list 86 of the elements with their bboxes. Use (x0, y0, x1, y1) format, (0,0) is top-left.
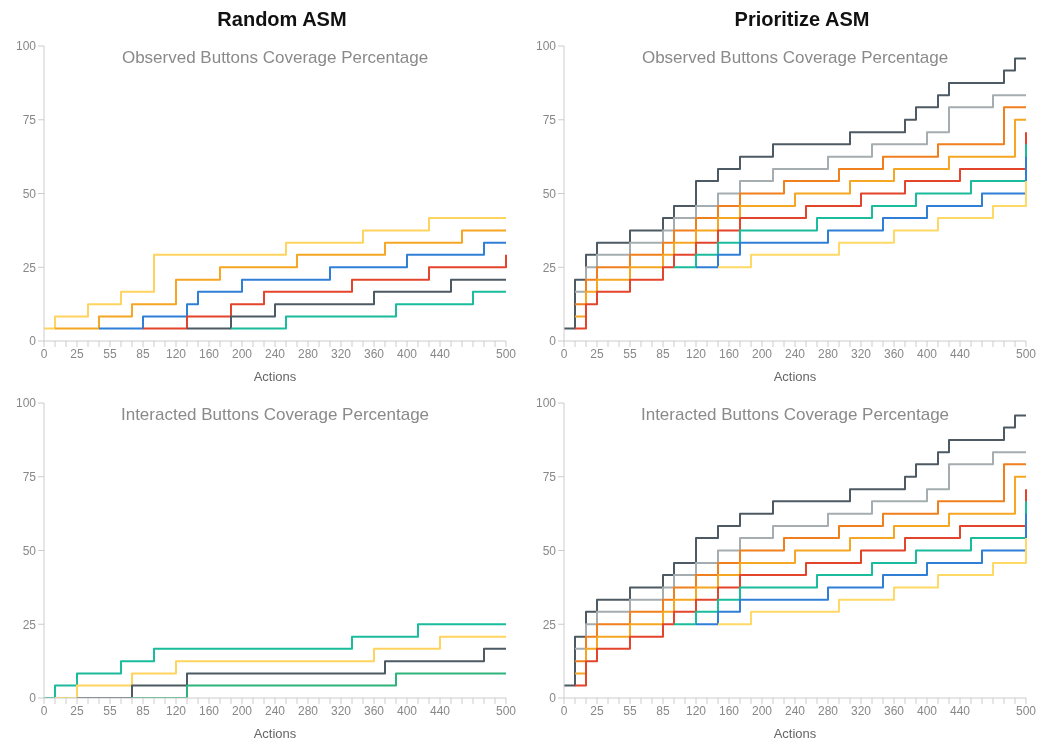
y-tick-label: 25 (22, 260, 37, 275)
y-tick-label: 75 (542, 470, 557, 485)
y-tick-label: 75 (22, 113, 37, 128)
x-tick-label: 360 (363, 703, 385, 718)
x-tick-label: 440 (429, 703, 451, 718)
x-tick-label: 440 (429, 346, 451, 361)
y-tick-label: 100 (535, 39, 557, 54)
x-tick-label: 500 (495, 346, 517, 361)
x-tick-label: 25 (70, 703, 84, 718)
x-tick-label: 440 (949, 346, 971, 361)
x-tick-label: 240 (784, 703, 806, 718)
y-tick-label: 50 (22, 543, 37, 558)
x-axis-title: Actions (253, 726, 297, 741)
y-tick-label: 75 (22, 470, 37, 485)
y-tick-label: 0 (549, 691, 557, 706)
x-tick-label: 55 (103, 346, 117, 361)
y-tick-label: 100 (535, 396, 557, 411)
y-tick-label: 50 (542, 543, 557, 558)
x-tick-label: 0 (40, 346, 48, 361)
x-tick-label: 240 (264, 703, 286, 718)
x-tick-label: 25 (590, 703, 604, 718)
x-tick-label: 240 (784, 346, 806, 361)
x-tick-label: 55 (103, 703, 117, 718)
x-tick-label: 120 (165, 346, 187, 361)
x-tick-label: 85 (136, 346, 150, 361)
x-tick-label: 320 (330, 346, 352, 361)
x-tick-label: 85 (656, 703, 670, 718)
x-tick-label: 280 (297, 703, 319, 718)
x-tick-label: 85 (136, 703, 150, 718)
x-tick-label: 0 (560, 703, 568, 718)
y-tick-label: 100 (15, 39, 37, 54)
x-tick-label: 320 (850, 703, 872, 718)
x-tick-label: 0 (40, 703, 48, 718)
x-tick-label: 25 (70, 346, 84, 361)
x-tick-label: 120 (685, 346, 707, 361)
x-tick-label: 500 (495, 703, 517, 718)
x-axis-title: Actions (773, 726, 817, 741)
y-tick-label: 50 (22, 186, 37, 201)
y-tick-label: 25 (22, 617, 37, 632)
y-tick-label: 0 (549, 334, 557, 349)
x-tick-label: 500 (1015, 703, 1037, 718)
x-tick-label: 360 (883, 346, 905, 361)
x-tick-label: 400 (396, 346, 418, 361)
x-tick-label: 160 (718, 346, 740, 361)
x-tick-label: 160 (718, 703, 740, 718)
x-axis-title: Actions (773, 369, 817, 384)
x-axis-title: Actions (253, 369, 297, 384)
x-tick-label: 360 (883, 703, 905, 718)
x-tick-label: 280 (817, 346, 839, 361)
chart-subtitle: Interacted Buttons Coverage Percentage (119, 405, 431, 425)
y-tick-label: 25 (542, 260, 557, 275)
x-tick-label: 160 (198, 703, 220, 718)
x-tick-label: 160 (198, 346, 220, 361)
x-tick-label: 280 (297, 346, 319, 361)
x-tick-label: 200 (231, 346, 253, 361)
x-tick-label: 360 (363, 346, 385, 361)
x-tick-label: 25 (590, 346, 604, 361)
y-tick-label: 50 (542, 186, 557, 201)
y-tick-label: 100 (15, 396, 37, 411)
y-tick-label: 75 (542, 113, 557, 128)
x-tick-label: 120 (165, 703, 187, 718)
x-tick-label: 200 (751, 346, 773, 361)
x-tick-label: 200 (231, 703, 253, 718)
x-tick-label: 500 (1015, 346, 1037, 361)
x-tick-label: 0 (560, 346, 568, 361)
y-tick-label: 0 (29, 334, 37, 349)
chart-subtitle: Observed Buttons Coverage Percentage (640, 48, 950, 68)
x-tick-label: 240 (264, 346, 286, 361)
chart-subtitle: Observed Buttons Coverage Percentage (120, 48, 430, 68)
x-tick-label: 200 (751, 703, 773, 718)
x-tick-label: 85 (656, 346, 670, 361)
y-tick-label: 0 (29, 691, 37, 706)
x-tick-label: 400 (396, 703, 418, 718)
y-tick-label: 25 (542, 617, 557, 632)
chart-title: Prioritize ASM (733, 8, 871, 32)
x-tick-label: 280 (817, 703, 839, 718)
x-tick-label: 320 (850, 346, 872, 361)
x-tick-label: 400 (916, 703, 938, 718)
chart-subtitle: Interacted Buttons Coverage Percentage (639, 405, 951, 425)
x-tick-label: 55 (623, 703, 637, 718)
x-tick-label: 400 (916, 346, 938, 361)
x-tick-label: 55 (623, 346, 637, 361)
chart-title: Random ASM (216, 8, 348, 32)
x-tick-label: 440 (949, 703, 971, 718)
x-tick-label: 320 (330, 703, 352, 718)
x-tick-label: 120 (685, 703, 707, 718)
